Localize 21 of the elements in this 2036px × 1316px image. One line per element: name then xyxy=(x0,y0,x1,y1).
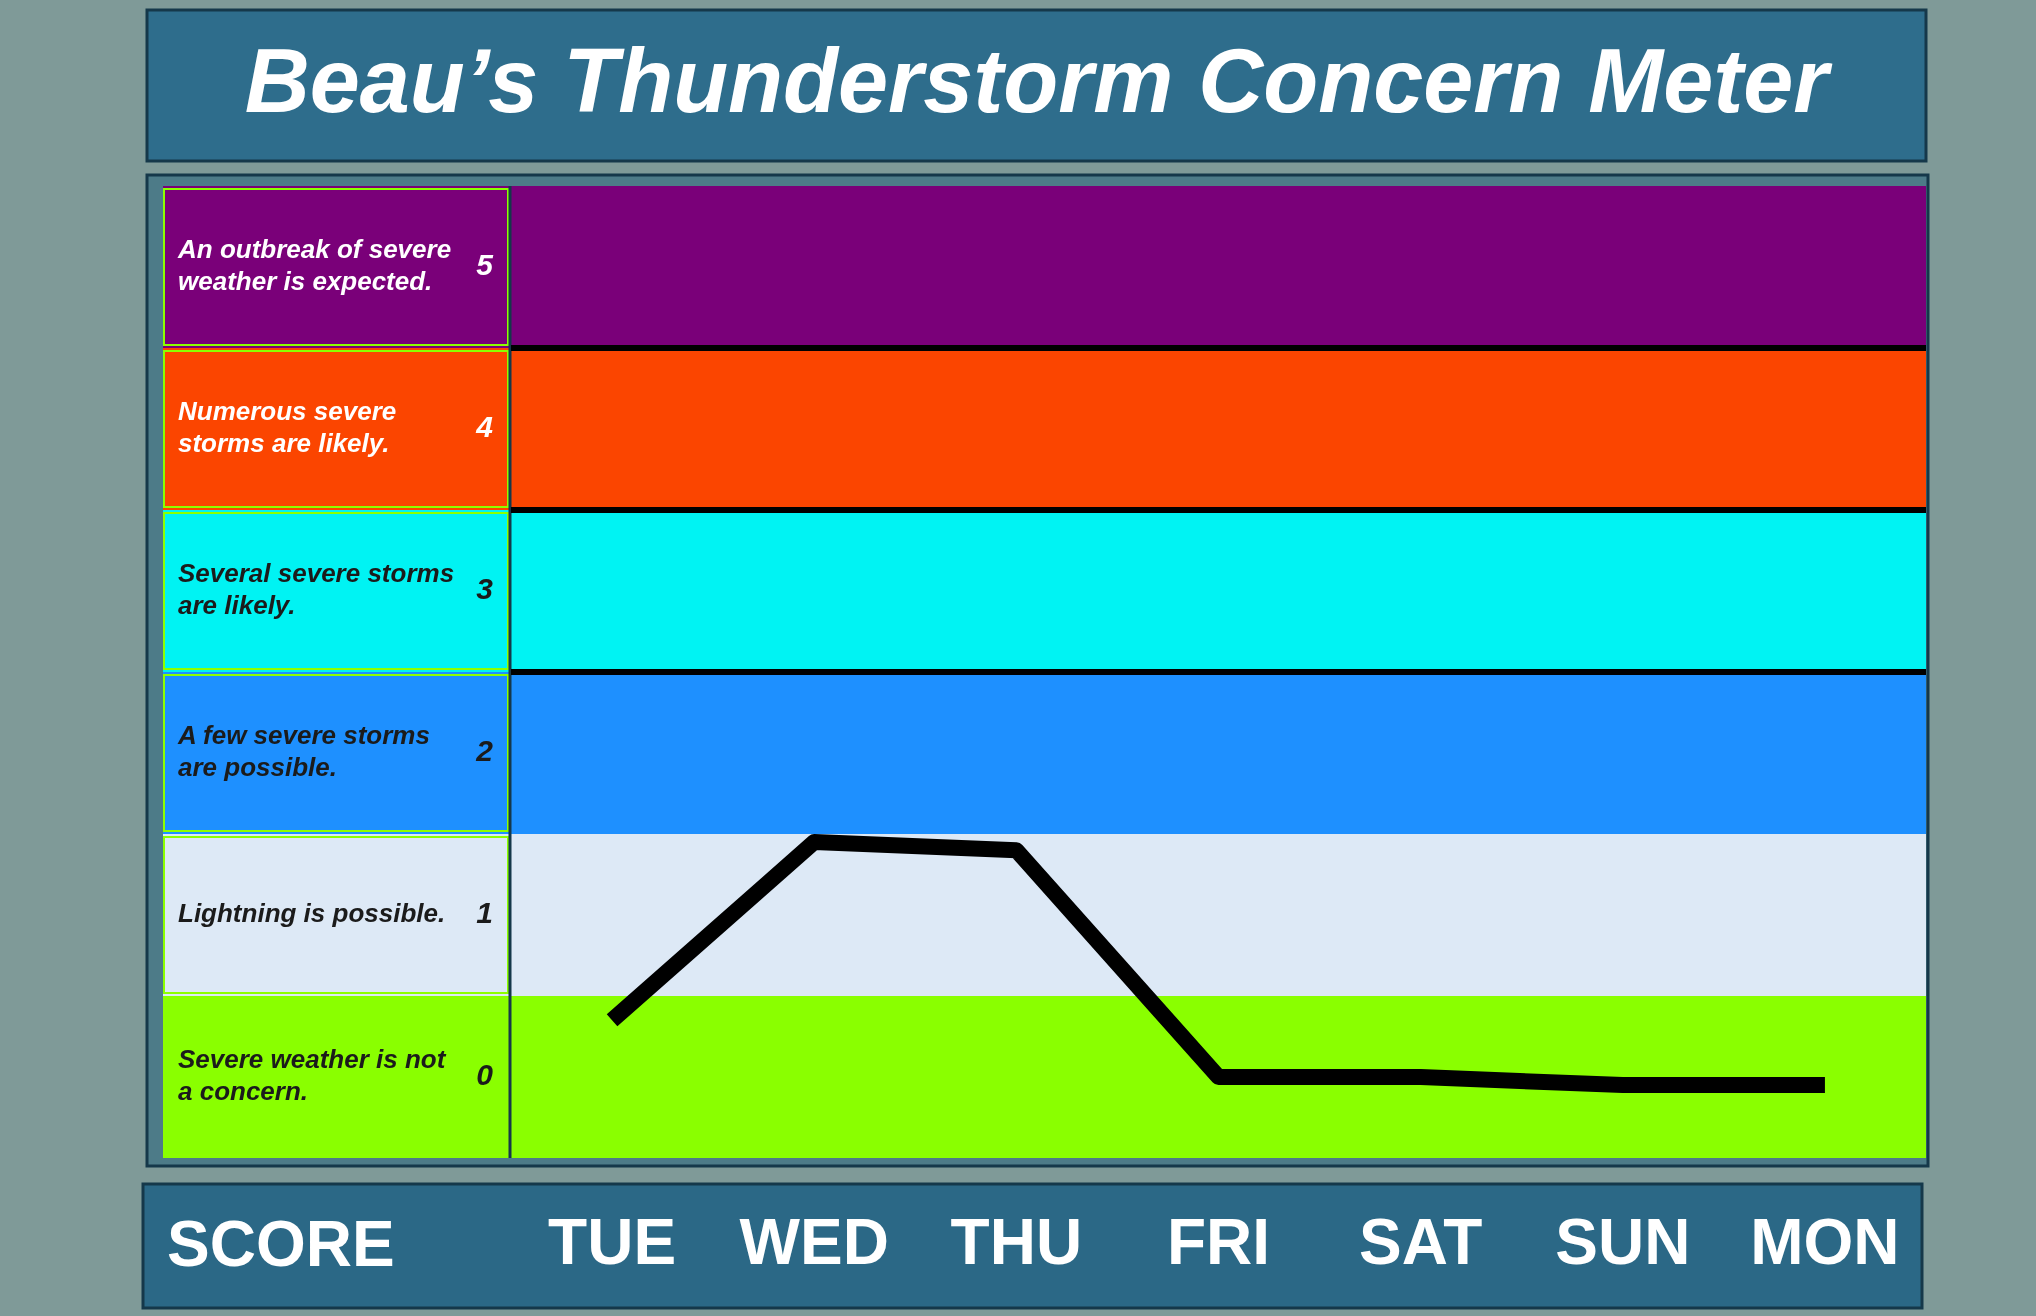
x-tick-label: WED xyxy=(739,1206,889,1279)
x-tick-label: MON xyxy=(1750,1206,1900,1279)
chart-title: Beau’s Thunderstorm Concern Meter xyxy=(244,31,1834,132)
band-label: An outbreak of severe weather is expected. xyxy=(177,234,452,297)
y-tick-label: 2 xyxy=(475,734,494,768)
band-label: Several severe storms are likely. xyxy=(178,558,455,621)
x-tick-label: THU xyxy=(950,1206,1083,1279)
y-tick-label: 4 xyxy=(475,410,494,444)
y-tick-label: 0 xyxy=(476,1058,494,1092)
band-label: A few severe storms are possible. xyxy=(177,720,430,783)
y-tick-label: 3 xyxy=(476,572,494,606)
band-label: Numerous severe storms are likely. xyxy=(178,396,397,459)
x-tick-label: SAT xyxy=(1359,1206,1483,1279)
x-tick-label: SUN xyxy=(1555,1206,1691,1279)
band-label: Lightning is possible. xyxy=(178,898,446,929)
x-tick-label: FRI xyxy=(1166,1206,1271,1279)
y-axis-title: SCORE xyxy=(167,1207,395,1280)
x-tick-label: TUE xyxy=(548,1206,677,1279)
band-label: Severe weather is not a concern. xyxy=(178,1044,447,1107)
y-tick-label: 5 xyxy=(476,248,495,282)
y-tick-label: 1 xyxy=(476,896,493,930)
